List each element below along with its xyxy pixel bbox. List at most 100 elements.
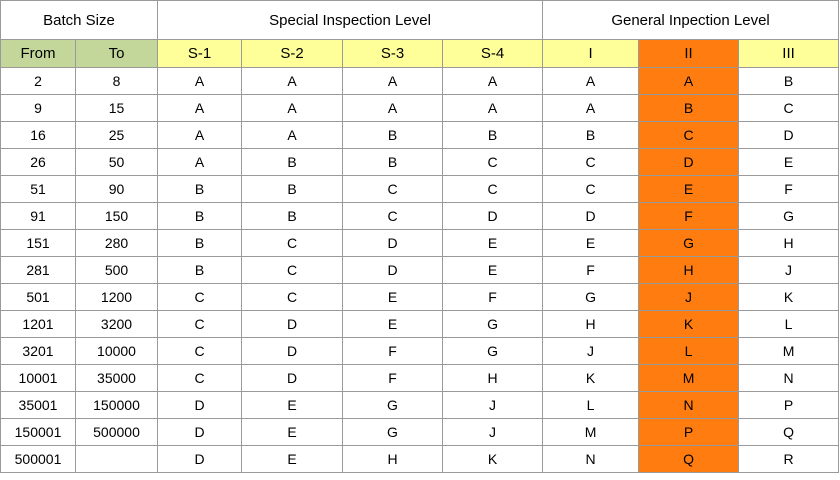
code-cell-s4: E bbox=[441, 229, 544, 257]
code-cell-iii: H bbox=[738, 229, 840, 257]
code-cell-s2: A bbox=[241, 121, 343, 149]
code-cell-s3: B bbox=[342, 121, 443, 149]
table-row: 151 280 B C D E E G H bbox=[0, 229, 840, 257]
code-cell-s1: B bbox=[157, 256, 242, 284]
code-cell-s3: B bbox=[342, 148, 443, 176]
code-cell-s3: F bbox=[342, 337, 443, 365]
sub-header-row: From To S-1 S-2 S-3 S-4 I II III bbox=[0, 39, 840, 68]
from-cell: 1201 bbox=[0, 310, 76, 338]
code-cell-s3: E bbox=[342, 310, 443, 338]
code-cell-s1: C bbox=[157, 283, 242, 311]
code-cell-ii: E bbox=[638, 175, 740, 203]
from-cell: 10001 bbox=[0, 364, 76, 392]
from-header: From bbox=[0, 39, 76, 68]
from-cell: 500001 bbox=[0, 445, 76, 473]
from-cell: 281 bbox=[0, 256, 76, 284]
code-cell-i: K bbox=[542, 364, 640, 392]
level-header-s3: S-3 bbox=[342, 39, 443, 68]
code-cell-i: L bbox=[542, 391, 640, 419]
to-cell: 15 bbox=[75, 94, 158, 122]
code-cell-i: A bbox=[542, 94, 640, 122]
code-cell-i: A bbox=[542, 67, 640, 95]
code-cell-s3: C bbox=[342, 175, 443, 203]
from-cell: 2 bbox=[0, 67, 76, 95]
group-header-row: Batch Size Special Inspection Level Gene… bbox=[0, 0, 840, 40]
code-cell-ii: N bbox=[638, 391, 740, 419]
to-cell: 90 bbox=[75, 175, 158, 203]
from-cell: 26 bbox=[0, 148, 76, 176]
code-cell-s4: J bbox=[441, 391, 544, 419]
code-cell-s2: B bbox=[241, 148, 343, 176]
code-cell-ii: D bbox=[638, 148, 740, 176]
code-cell-s2: E bbox=[241, 445, 343, 473]
from-cell: 151 bbox=[0, 229, 76, 257]
level-header-iii: III bbox=[738, 39, 840, 68]
code-cell-ii: M bbox=[638, 364, 740, 392]
level-header-ii: II bbox=[638, 39, 740, 68]
code-cell-s1: A bbox=[157, 148, 242, 176]
code-cell-s4: J bbox=[441, 418, 544, 446]
code-cell-s4: K bbox=[441, 445, 544, 473]
to-cell: 35000 bbox=[75, 364, 158, 392]
table-row: 35001 150000 D E G J L N P bbox=[0, 391, 840, 419]
to-cell: 500 bbox=[75, 256, 158, 284]
to-cell: 10000 bbox=[75, 337, 158, 365]
table-row: 91 150 B B C D D F G bbox=[0, 202, 840, 230]
code-cell-iii: L bbox=[738, 310, 840, 338]
code-cell-s1: D bbox=[157, 445, 242, 473]
from-cell: 51 bbox=[0, 175, 76, 203]
code-cell-s1: C bbox=[157, 310, 242, 338]
code-cell-iii: K bbox=[738, 283, 840, 311]
code-cell-iii: Q bbox=[738, 418, 840, 446]
code-cell-i: G bbox=[542, 283, 640, 311]
code-cell-s3: G bbox=[342, 418, 443, 446]
code-cell-i: C bbox=[542, 148, 640, 176]
from-cell: 91 bbox=[0, 202, 76, 230]
code-cell-s1: A bbox=[157, 121, 242, 149]
to-cell: 50 bbox=[75, 148, 158, 176]
code-cell-s2: B bbox=[241, 202, 343, 230]
table-row: 10001 35000 C D F H K M N bbox=[0, 364, 840, 392]
code-cell-s3: F bbox=[342, 364, 443, 392]
code-cell-s2: A bbox=[241, 67, 343, 95]
code-cell-s4: D bbox=[441, 202, 544, 230]
code-cell-s3: A bbox=[342, 67, 443, 95]
code-cell-s2: C bbox=[241, 229, 343, 257]
code-cell-iii: D bbox=[738, 121, 840, 149]
code-cell-ii: Q bbox=[638, 445, 740, 473]
code-cell-s3: G bbox=[342, 391, 443, 419]
code-cell-ii: F bbox=[638, 202, 740, 230]
code-cell-ii: K bbox=[638, 310, 740, 338]
to-cell bbox=[75, 445, 158, 473]
code-cell-s2: C bbox=[241, 283, 343, 311]
code-cell-s4: F bbox=[441, 283, 544, 311]
to-cell: 150000 bbox=[75, 391, 158, 419]
code-cell-s2: D bbox=[241, 364, 343, 392]
table-row: 1201 3200 C D E G H K L bbox=[0, 310, 840, 338]
code-cell-i: D bbox=[542, 202, 640, 230]
from-cell: 16 bbox=[0, 121, 76, 149]
code-cell-s4: G bbox=[441, 337, 544, 365]
table-row: 9 15 A A A A A B C bbox=[0, 94, 840, 122]
code-cell-s3: A bbox=[342, 94, 443, 122]
code-cell-i: N bbox=[542, 445, 640, 473]
code-cell-iii: F bbox=[738, 175, 840, 203]
code-cell-iii: R bbox=[738, 445, 840, 473]
code-cell-iii: P bbox=[738, 391, 840, 419]
to-cell: 3200 bbox=[75, 310, 158, 338]
code-cell-iii: E bbox=[738, 148, 840, 176]
code-cell-i: J bbox=[542, 337, 640, 365]
table-row: 3201 10000 C D F G J L M bbox=[0, 337, 840, 365]
table-row: 150001 500000 D E G J M P Q bbox=[0, 418, 840, 446]
code-cell-i: F bbox=[542, 256, 640, 284]
code-cell-iii: J bbox=[738, 256, 840, 284]
code-cell-s4: A bbox=[441, 67, 544, 95]
table-row: 26 50 A B B C C D E bbox=[0, 148, 840, 176]
code-cell-s4: H bbox=[441, 364, 544, 392]
code-cell-s3: D bbox=[342, 229, 443, 257]
code-cell-s1: A bbox=[157, 94, 242, 122]
table-row: 500001 D E H K N Q R bbox=[0, 445, 840, 473]
to-cell: 1200 bbox=[75, 283, 158, 311]
level-header-s2: S-2 bbox=[241, 39, 343, 68]
